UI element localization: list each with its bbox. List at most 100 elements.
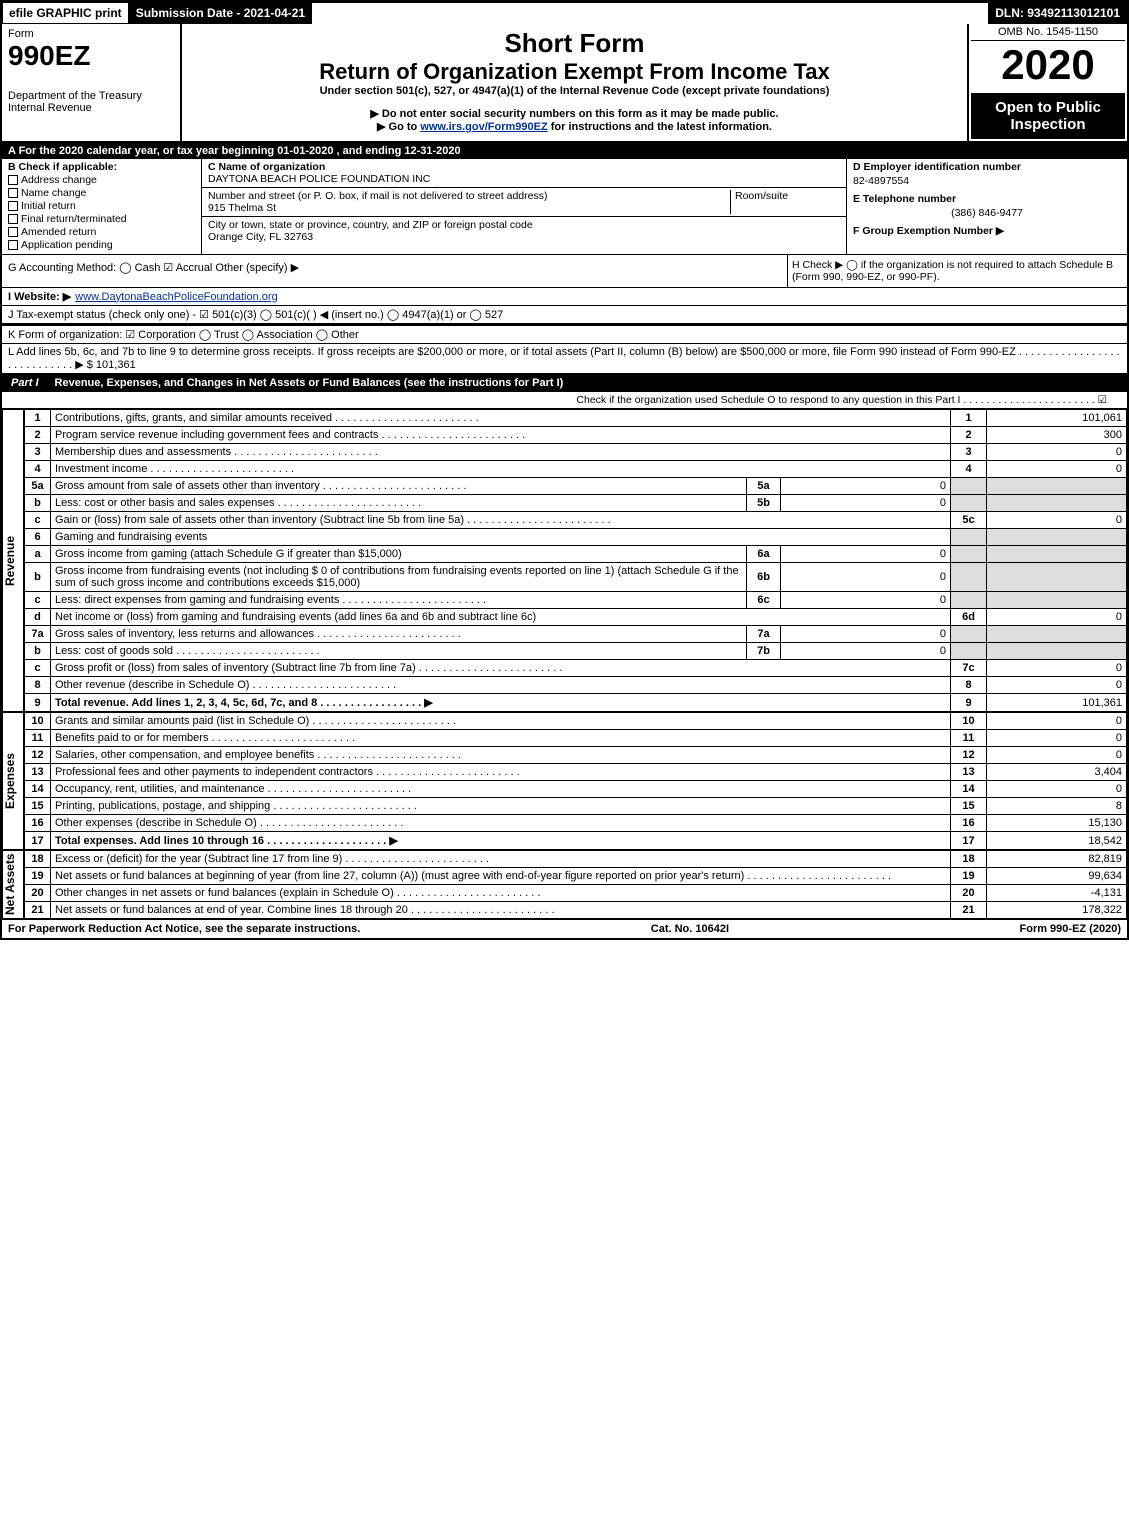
goto-link[interactable]: www.irs.gov/Form990EZ <box>420 121 547 133</box>
footer-right: Form 990-EZ (2020) <box>1020 923 1121 935</box>
check-application-pending[interactable]: Application pending <box>8 239 195 251</box>
goto-link-line: ▶ Go to www.irs.gov/Form990EZ for instru… <box>186 120 963 133</box>
line-g-h: G Accounting Method: ◯ Cash ☑ Accrual Ot… <box>2 255 1127 288</box>
submission-date: Submission Date - 2021-04-21 <box>129 2 312 24</box>
revenue-side-label: Revenue <box>2 409 24 712</box>
part-1-badge: Part I <box>2 374 48 392</box>
group-exemption-label: F Group Exemption Number ▶ <box>853 225 1121 237</box>
line-k: K Form of organization: ☑ Corporation ◯ … <box>2 324 1127 344</box>
box-c: C Name of organization DAYTONA BEACH POL… <box>202 159 847 254</box>
form-number: 990EZ <box>8 40 174 72</box>
form-label: Form <box>8 28 174 40</box>
check-amended-return[interactable]: Amended return <box>8 226 195 238</box>
addr-label: Number and street (or P. O. box, if mail… <box>208 190 730 202</box>
table-row: 12Salaries, other compensation, and empl… <box>25 747 1127 764</box>
room-suite-label: Room/suite <box>730 190 840 214</box>
table-row: 18Excess or (deficit) for the year (Subt… <box>25 851 1127 868</box>
table-row: 19Net assets or fund balances at beginni… <box>25 868 1127 885</box>
return-title: Return of Organization Exempt From Incom… <box>186 59 963 85</box>
ein: 82-4897554 <box>853 173 1121 193</box>
line-l: L Add lines 5b, 6c, and 7b to line 9 to … <box>2 344 1127 374</box>
line-h: H Check ▶ ◯ if the organization is not r… <box>787 255 1127 287</box>
table-row: 15Printing, publications, postage, and s… <box>25 798 1127 815</box>
form-page: efile GRAPHIC print Submission Date - 20… <box>0 0 1129 940</box>
header-right: OMB No. 1545-1150 2020 Open to Public In… <box>967 24 1127 141</box>
dln: DLN: 93492113012101 <box>988 2 1127 24</box>
table-row: 2Program service revenue including gover… <box>25 427 1127 444</box>
table-row: 1Contributions, gifts, grants, and simil… <box>25 410 1127 427</box>
under-section: Under section 501(c), 527, or 4947(a)(1)… <box>186 85 963 97</box>
website-link[interactable]: www.DaytonaBeachPoliceFoundation.org <box>75 291 277 303</box>
omb-number: OMB No. 1545-1150 <box>971 26 1125 41</box>
phone: (386) 846-9477 <box>853 205 1121 225</box>
table-row: 14Occupancy, rent, utilities, and mainte… <box>25 781 1127 798</box>
check-name-change[interactable]: Name change <box>8 187 195 199</box>
box-b-label: B Check if applicable: <box>8 161 195 173</box>
check-final-return[interactable]: Final return/terminated <box>8 213 195 225</box>
table-row: 7aGross sales of inventory, less returns… <box>25 626 1127 643</box>
net-assets-section: Net Assets 18Excess or (deficit) for the… <box>2 850 1127 919</box>
table-row: cGross profit or (loss) from sales of in… <box>25 660 1127 677</box>
part-1-header: Part I Revenue, Expenses, and Changes in… <box>2 374 1127 392</box>
table-row: 11Benefits paid to or for members110 <box>25 730 1127 747</box>
table-row: 10Grants and similar amounts paid (list … <box>25 713 1127 730</box>
table-row: 3Membership dues and assessments30 <box>25 444 1127 461</box>
table-row: cLess: direct expenses from gaming and f… <box>25 592 1127 609</box>
part-1-title: Revenue, Expenses, and Changes in Net As… <box>48 374 1127 392</box>
line-g: G Accounting Method: ◯ Cash ☑ Accrual Ot… <box>2 255 787 287</box>
check-address-change[interactable]: Address change <box>8 174 195 186</box>
ein-label: D Employer identification number <box>853 161 1121 173</box>
box-c-label: C Name of organization <box>208 161 840 173</box>
website-label: I Website: ▶ <box>8 290 71 303</box>
header-left: Form 990EZ Department of the Treasury In… <box>2 24 182 141</box>
city: Orange City, FL 32763 <box>208 231 840 243</box>
revenue-section: Revenue 1Contributions, gifts, grants, a… <box>2 409 1127 712</box>
phone-label: E Telephone number <box>853 193 1121 205</box>
table-row: 13Professional fees and other payments t… <box>25 764 1127 781</box>
calendar-year-line: A For the 2020 calendar year, or tax yea… <box>2 143 1127 159</box>
table-row: 6Gaming and fundraising events <box>25 529 1127 546</box>
expenses-side-label: Expenses <box>2 712 24 850</box>
table-row: dNet income or (loss) from gaming and fu… <box>25 609 1127 626</box>
tax-year: 2020 <box>971 41 1125 89</box>
table-row: 16Other expenses (describe in Schedule O… <box>25 815 1127 832</box>
footer-left: For Paperwork Reduction Act Notice, see … <box>8 923 360 935</box>
topbar: efile GRAPHIC print Submission Date - 20… <box>2 2 1127 24</box>
table-row: bGross income from fundraising events (n… <box>25 563 1127 592</box>
irs-label: Internal Revenue <box>8 102 174 114</box>
table-row: 20Other changes in net assets or fund ba… <box>25 885 1127 902</box>
info-block: B Check if applicable: Address change Na… <box>2 159 1127 255</box>
revenue-table: 1Contributions, gifts, grants, and simil… <box>24 409 1127 712</box>
part-1-sub: Check if the organization used Schedule … <box>2 392 1127 409</box>
header: Form 990EZ Department of the Treasury In… <box>2 24 1127 143</box>
table-row: cGain or (loss) from sale of assets othe… <box>25 512 1127 529</box>
efile-label: efile GRAPHIC print <box>2 2 129 24</box>
box-b: B Check if applicable: Address change Na… <box>2 159 202 254</box>
org-name: DAYTONA BEACH POLICE FOUNDATION INC <box>208 173 840 185</box>
dept-label: Department of the Treasury <box>8 90 174 102</box>
city-label: City or town, state or province, country… <box>208 219 840 231</box>
open-to-public: Open to Public Inspection <box>971 93 1125 139</box>
expenses-table: 10Grants and similar amounts paid (list … <box>24 712 1127 850</box>
footer-mid: Cat. No. 10642I <box>651 923 729 935</box>
table-row: aGross income from gaming (attach Schedu… <box>25 546 1127 563</box>
box-def: D Employer identification number 82-4897… <box>847 159 1127 254</box>
street: 915 Thelma St <box>208 202 730 214</box>
net-assets-side-label: Net Assets <box>2 850 24 919</box>
table-row: 9Total revenue. Add lines 1, 2, 3, 4, 5c… <box>25 694 1127 712</box>
net-assets-table: 18Excess or (deficit) for the year (Subt… <box>24 850 1127 919</box>
table-row: bLess: cost of goods sold7b0 <box>25 643 1127 660</box>
line-i: I Website: ▶ www.DaytonaBeachPoliceFound… <box>2 288 1127 306</box>
header-center: Short Form Return of Organization Exempt… <box>182 24 967 141</box>
check-initial-return[interactable]: Initial return <box>8 200 195 212</box>
short-form-title: Short Form <box>186 28 963 59</box>
line-j: J Tax-exempt status (check only one) - ☑… <box>2 306 1127 324</box>
table-row: 21Net assets or fund balances at end of … <box>25 902 1127 919</box>
expenses-section: Expenses 10Grants and similar amounts pa… <box>2 712 1127 850</box>
table-row: 17Total expenses. Add lines 10 through 1… <box>25 832 1127 850</box>
do-not-enter: ▶ Do not enter social security numbers o… <box>186 107 963 120</box>
table-row: 8Other revenue (describe in Schedule O)8… <box>25 677 1127 694</box>
footer: For Paperwork Reduction Act Notice, see … <box>2 919 1127 938</box>
table-row: 4Investment income40 <box>25 461 1127 478</box>
table-row: bLess: cost or other basis and sales exp… <box>25 495 1127 512</box>
